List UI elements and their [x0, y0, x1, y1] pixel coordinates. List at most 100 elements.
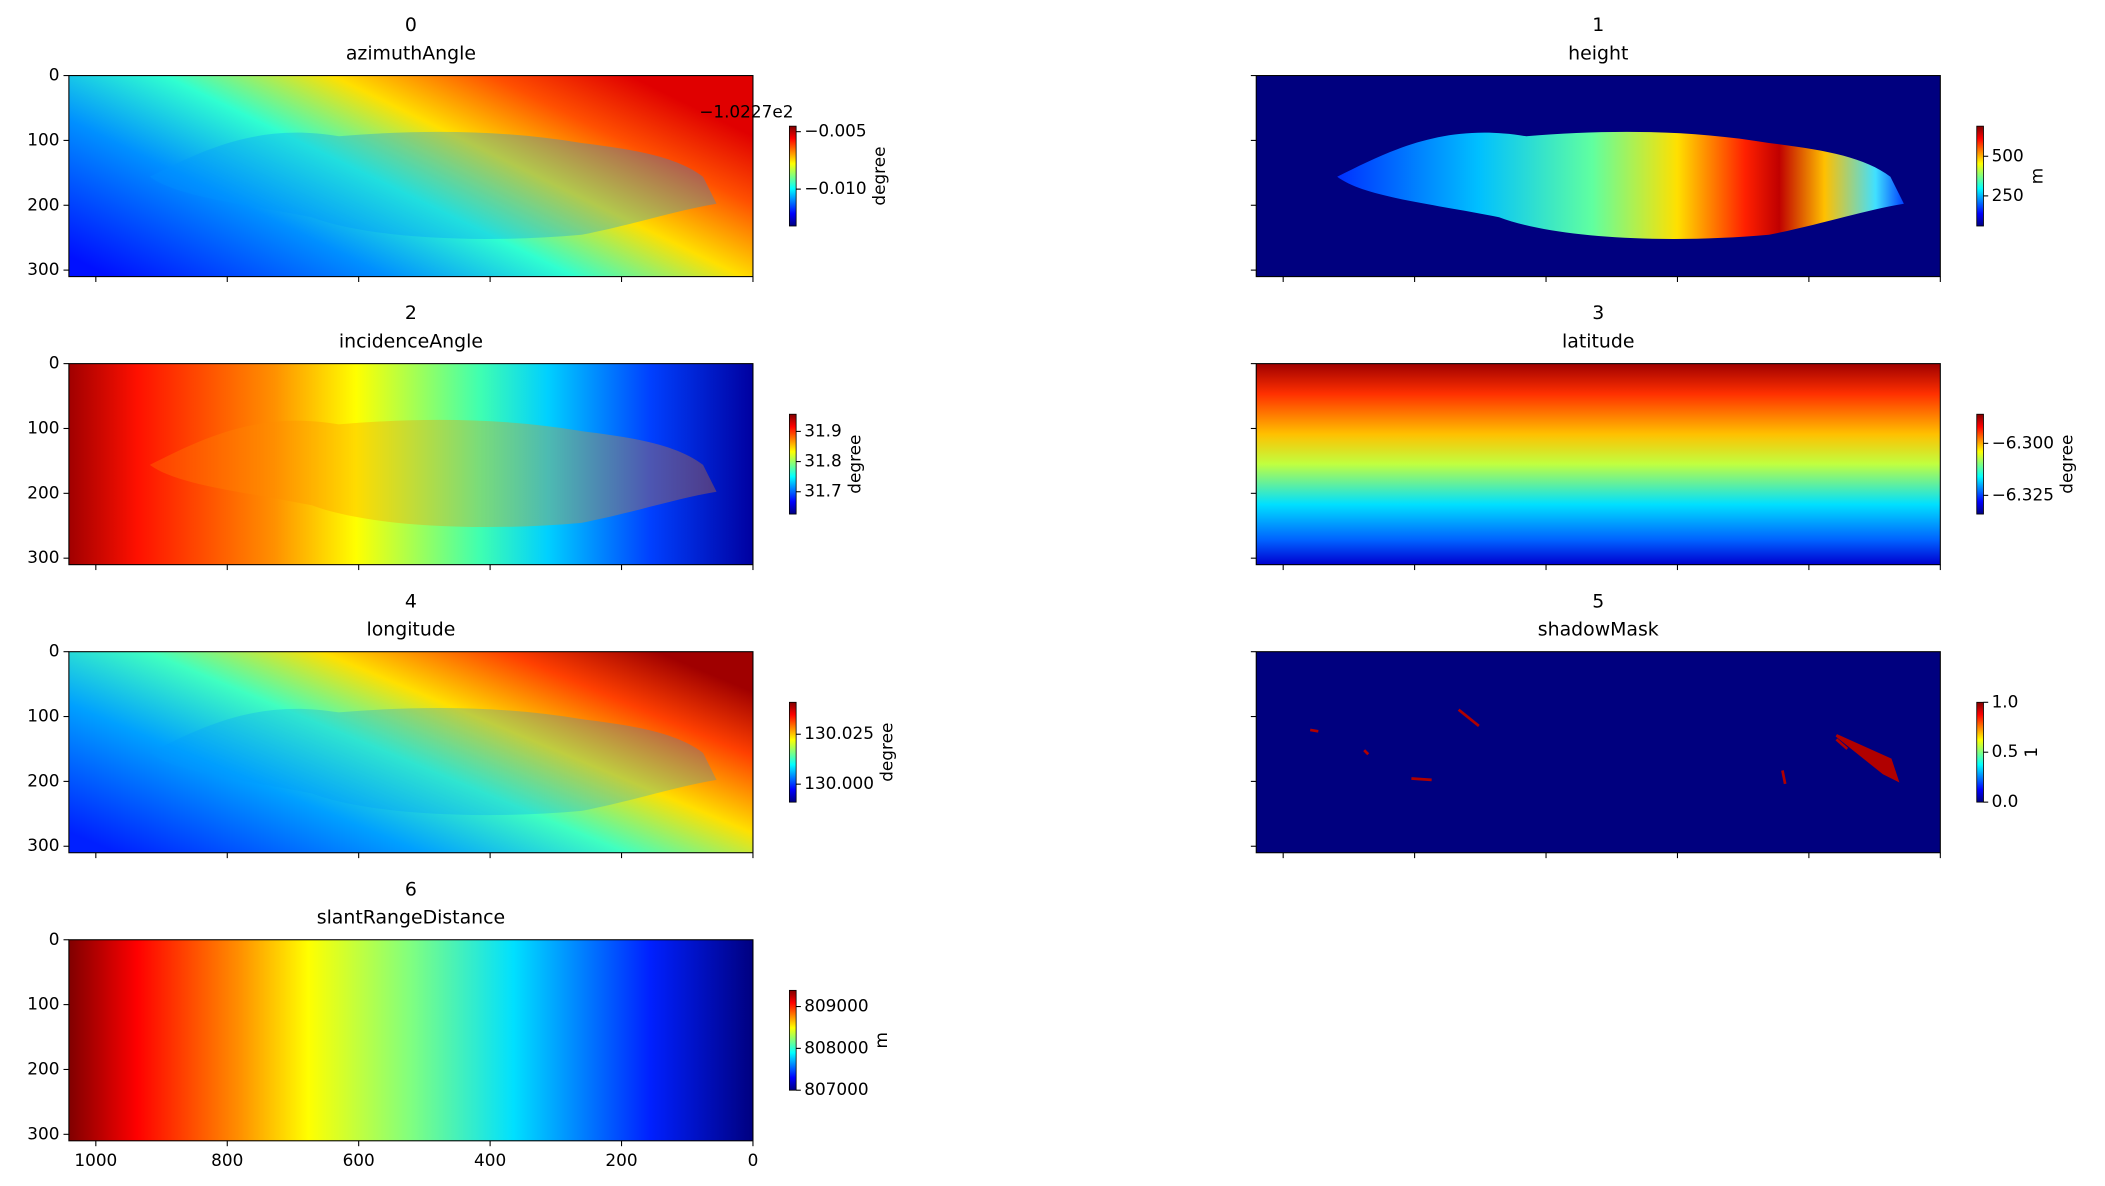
panel-title: 1: [1592, 14, 1604, 36]
panel-subtitle: azimuthAngle: [346, 42, 476, 64]
panel-title: 3: [1592, 302, 1604, 324]
image-group: [68, 75, 753, 277]
image: [68, 939, 753, 1141]
y-tick-label: 200: [27, 482, 59, 502]
colorbar-label: 1: [2021, 747, 2041, 758]
y-tick-label: 100: [27, 994, 59, 1014]
colorbar-label: m: [871, 1032, 891, 1048]
panel-subtitle: height: [1568, 42, 1628, 64]
y-tick-label: 0: [49, 65, 60, 85]
axes-frame: [1255, 651, 1941, 854]
colorbar-tick-label: 31.9: [804, 420, 842, 440]
colorbar-tick-label: 500: [1992, 145, 2024, 165]
panel-title: 2: [405, 302, 417, 324]
colorbar-tick-label: 250: [1992, 185, 2024, 205]
x-tick-label: 400: [474, 1150, 506, 1170]
colorbar: [1976, 413, 1984, 515]
offset-label: −1.0227e2: [699, 102, 793, 122]
shadow: [1835, 734, 1900, 783]
axes-frame: [68, 75, 754, 278]
y-tick-label: 300: [27, 835, 59, 855]
y-tick-label: 200: [27, 194, 59, 214]
x-tick-label: 0: [748, 1150, 759, 1170]
y-tick-label: 0: [49, 929, 60, 949]
colorbar-tick-label: −0.010: [804, 178, 866, 198]
image-group: [1256, 75, 1941, 277]
shadow: [1309, 728, 1319, 733]
shadow: [1781, 770, 1787, 785]
plume: [149, 419, 717, 528]
image: [68, 651, 753, 853]
colorbar-tick-label: 130.000: [804, 773, 874, 793]
y-tick-label: 300: [27, 259, 59, 279]
image: [1256, 651, 1941, 853]
x-tick-label: 1000: [74, 1150, 117, 1170]
colorbar-tick-label: 809000: [804, 996, 868, 1016]
colorbar-label: degree: [876, 723, 896, 782]
colorbar-tick-label: −6.300: [1992, 432, 2054, 452]
axes-frame: [68, 363, 754, 566]
image-group: [68, 363, 753, 565]
image-group: [1256, 363, 1941, 565]
image: [68, 363, 753, 565]
colorbar: [1976, 125, 1984, 227]
y-tick-label: 100: [27, 129, 59, 149]
y-tick-label: 100: [27, 417, 59, 437]
colorbar-tick-label: 1.0: [1992, 691, 2019, 711]
colorbar-tick-label: 0.0: [1992, 791, 2019, 811]
axes-frame: [1255, 363, 1941, 566]
shadow: [1457, 708, 1480, 727]
colorbar-tick-label: 807000: [804, 1079, 868, 1099]
colorbar-tick-label: 31.8: [804, 451, 842, 471]
colorbar-tick-label: −6.325: [1992, 484, 2054, 504]
image-group: [68, 651, 753, 853]
colorbar-label: m: [2026, 168, 2046, 184]
y-tick-label: 100: [27, 706, 59, 726]
shadow: [1411, 777, 1432, 782]
plume: [149, 131, 717, 239]
colorbar-label: degree: [844, 435, 864, 494]
panel-subtitle: longitude: [366, 619, 455, 641]
x-tick-label: 600: [343, 1150, 375, 1170]
y-tick-label: 0: [49, 353, 60, 373]
colorbar-label: degree: [869, 147, 889, 206]
plume: [1337, 131, 1904, 239]
colorbar-label: degree: [2056, 435, 2076, 494]
x-tick-label: 800: [211, 1150, 243, 1170]
panel-subtitle: incidenceAngle: [339, 331, 483, 353]
panel-title: 5: [1592, 590, 1604, 612]
colorbar-tick-label: 808000: [804, 1037, 868, 1057]
x-tick-label: 200: [605, 1150, 637, 1170]
colorbar: [1976, 701, 1984, 803]
colorbar-tick-label: 130.025: [804, 723, 874, 743]
y-tick-label: 0: [49, 641, 60, 661]
shadow: [1363, 749, 1370, 756]
panel-title: 6: [405, 878, 417, 900]
panel-title: 0: [405, 14, 417, 36]
image: [1256, 363, 1941, 565]
colorbar-tick-label: −0.005: [804, 121, 866, 141]
y-tick-label: 300: [27, 1123, 59, 1143]
panel-subtitle: slantRangeDistance: [317, 907, 505, 929]
colorbar: [788, 989, 797, 1091]
axes-frame: [1255, 75, 1941, 278]
y-tick-label: 300: [27, 547, 59, 567]
panel-subtitle: latitude: [1562, 331, 1634, 353]
y-tick-label: 200: [27, 1058, 59, 1078]
colorbar-tick-label: 31.7: [804, 481, 842, 501]
colorbar: [788, 413, 797, 515]
colorbar-tick-label: 0.5: [1992, 741, 2019, 761]
axes-frame: [68, 651, 754, 854]
image-group: [1256, 651, 1941, 853]
colorbar: [788, 701, 797, 803]
axes-frame: [68, 939, 754, 1142]
plume: [149, 707, 717, 816]
image: [68, 75, 753, 277]
panel-subtitle: shadowMask: [1538, 619, 1659, 641]
panel-title: 4: [405, 590, 417, 612]
image-group: [68, 939, 753, 1141]
y-tick-label: 200: [27, 770, 59, 790]
colorbar: [788, 125, 797, 227]
